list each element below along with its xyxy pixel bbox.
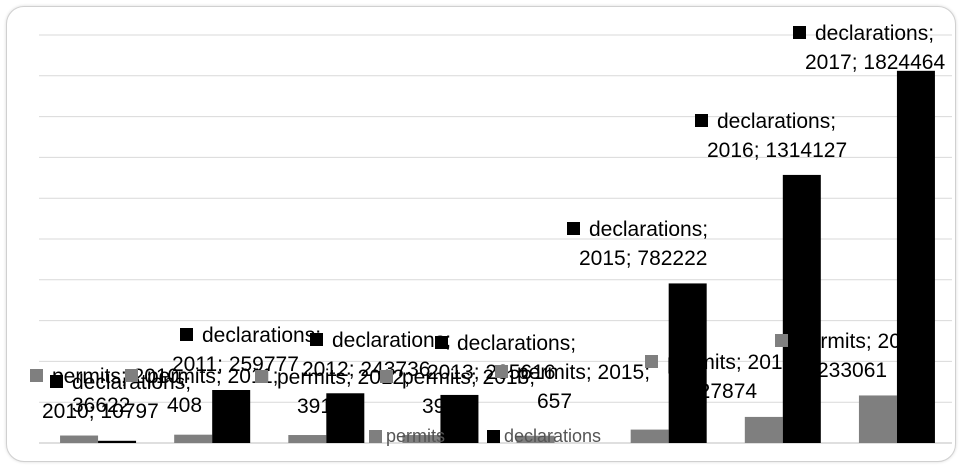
label-legend-key — [435, 336, 448, 349]
label-legend-key — [775, 334, 788, 347]
bars — [60, 70, 935, 444]
data-label-line2: 2010; 10797 — [42, 400, 159, 423]
label-legend-key — [495, 365, 508, 378]
declarations-bar-2016 — [782, 174, 821, 443]
data-label-line1: declarations; — [332, 329, 451, 352]
data-label-line1: permits; 2013; — [402, 366, 535, 389]
data-label-line1: declarations; — [815, 22, 934, 45]
data-label-line2: 2017; 1824464 — [805, 51, 945, 74]
declarations-bar-2013 — [440, 394, 479, 443]
data-label-line2: 127874 — [687, 380, 757, 403]
data-label-line2: 2015; 782222 — [579, 247, 707, 270]
chart-frame: declarations; 2010; 10797 declarations; 201… — [6, 6, 956, 462]
data-label-line1: declarations; — [717, 110, 836, 133]
declarations-label-2015: declarations; 2015; 782222 — [567, 218, 708, 270]
data-label-line1: permits; 2017; — [797, 330, 930, 353]
permits-label-2010: permits; 2010; 36622 — [30, 365, 185, 417]
permits-label-2011: permits; 2011; 408 — [125, 365, 279, 417]
data-labels: declarations;2010; 10797declarations;201… — [30, 22, 945, 423]
data-label-line2: 657 — [537, 390, 572, 413]
data-label-line2: 2013; 235616 — [427, 361, 555, 384]
permits-label-2017: permits; 2017; 233061 — [775, 330, 930, 382]
permits-bar-2017 — [858, 395, 897, 443]
data-label-line1: permits; 2010; — [52, 365, 185, 388]
permits-label-2015: permits; 2015; 657 — [495, 361, 650, 413]
permits-bar-2010 — [60, 435, 99, 443]
label-legend-key — [380, 370, 393, 383]
data-label-line2: 391 — [297, 395, 332, 418]
declarations-label-2013: declarations; 2013; 235616 — [427, 332, 576, 384]
data-label-line2: 36622 — [72, 394, 130, 417]
data-label-line1: declarations; — [589, 218, 708, 241]
declarations-label-2010: declarations; 2010; 10797 — [42, 371, 191, 423]
data-label-line2: 408 — [167, 394, 202, 417]
declarations-bar-2015 — [668, 283, 707, 443]
label-legend-key — [567, 222, 580, 235]
data-label-line1: permits; 2016; — [667, 351, 800, 374]
data-label-line1: permits; 2012; — [277, 366, 410, 389]
permits-bar-2012 — [288, 435, 327, 443]
permits-bar-2013 — [402, 435, 441, 443]
declarations-bar-2017 — [896, 70, 935, 444]
permits-bar-2015 — [630, 429, 669, 443]
data-label-line1: declarations; — [202, 324, 321, 347]
data-label-line1: declarations; — [457, 332, 576, 355]
label-legend-key — [645, 355, 658, 368]
bar-chart: declarations;2010; 10797declarations;201… — [30, 22, 952, 446]
permits-label-2012: permits; 2012; 391 — [255, 366, 410, 418]
declarations-bar-2010 — [98, 440, 137, 443]
declarations-label-2017: declarations; 2017; 1824464 — [793, 22, 945, 74]
data-label-line1: declarations; — [72, 371, 191, 394]
label-legend-key — [255, 370, 268, 383]
label-legend-key — [30, 369, 43, 382]
label-legend-key — [180, 328, 193, 341]
label-legend-key — [310, 333, 323, 346]
data-label-line1: permits; 2011; — [147, 365, 279, 388]
data-label-line2: 390 — [422, 395, 457, 418]
data-label-line2: 233061 — [817, 359, 887, 382]
data-label-line2: 2016; 1314127 — [707, 139, 847, 162]
permits-label-2016: permits; 2016; 127874 — [645, 351, 800, 403]
data-label-line2: 2012; 243736 — [302, 358, 430, 381]
legend: permits declarations — [369, 426, 601, 446]
legend-key-permits — [369, 430, 382, 443]
permits-bar-2014 — [516, 435, 555, 443]
label-legend-key — [695, 114, 708, 127]
legend-label-declarations: declarations — [504, 426, 601, 446]
permits-bar-2011 — [174, 434, 213, 443]
declarations-label-2012: declarations; 2012; 243736 — [302, 329, 451, 381]
legend-label-permits: permits — [386, 426, 445, 446]
gridlines — [39, 34, 952, 444]
declarations-label-2011: declarations;2011; 259777 — [172, 324, 321, 376]
data-label-line1: permits; 2015; — [517, 361, 650, 384]
declarations-bar-2011 — [212, 390, 251, 443]
label-legend-key — [125, 369, 138, 382]
declarations-label-2016: declarations; 2016; 1314127 — [695, 110, 847, 162]
legend-key-declarations — [487, 430, 500, 443]
label-legend-key — [50, 375, 63, 388]
permits-bar-2016 — [744, 416, 783, 443]
declarations-bar-2012 — [326, 393, 365, 443]
label-legend-key — [793, 26, 806, 39]
